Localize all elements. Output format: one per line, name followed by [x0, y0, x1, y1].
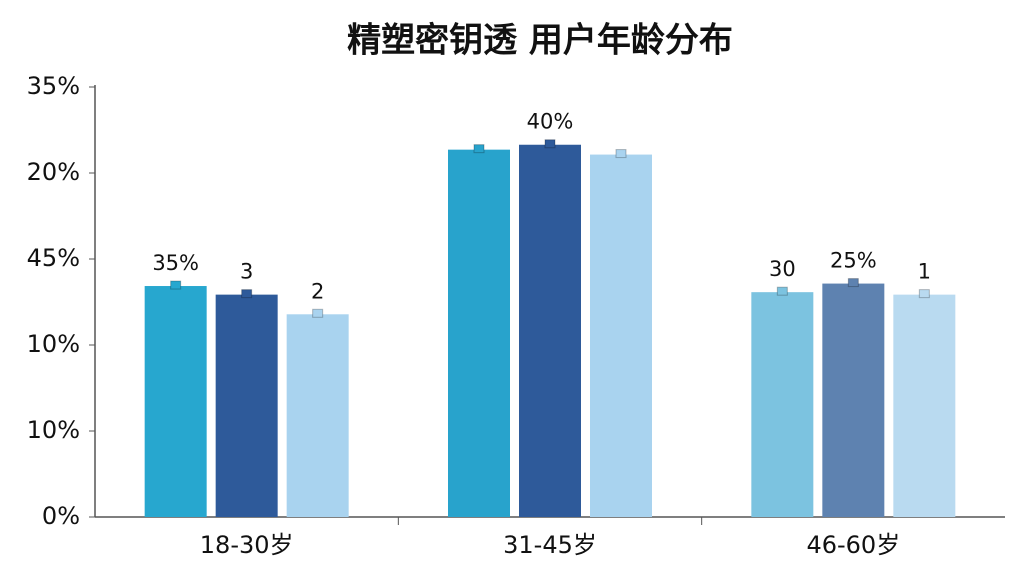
bar [144, 286, 207, 517]
bar-cap [241, 289, 253, 299]
x-tick-label: 18-30岁 [200, 531, 294, 559]
x-tick-label: 31-45岁 [503, 531, 597, 559]
bar-cap [170, 280, 182, 290]
bar-cap [544, 139, 556, 149]
y-tick-label: 20% [27, 158, 80, 186]
bar [215, 294, 278, 517]
bar-cap [847, 278, 859, 288]
data-label: 3 [240, 260, 253, 284]
data-label: 2 [311, 279, 324, 303]
y-tick-label: 10% [27, 416, 80, 444]
y-tick-label: 35% [27, 72, 80, 100]
chart-title: 精塑密钥透 用户年龄分布 [347, 21, 733, 61]
data-label: 40% [527, 110, 574, 134]
y-tick-label: 45% [27, 244, 80, 272]
bar-cap [473, 144, 485, 154]
bar-cap [918, 289, 930, 299]
bar [751, 292, 814, 517]
bar-cap [615, 149, 627, 159]
bar [822, 283, 885, 517]
bar [448, 149, 510, 517]
bar [590, 154, 652, 518]
bar-cap [312, 308, 324, 318]
bar [286, 314, 349, 517]
bar [893, 294, 956, 517]
bar [519, 144, 581, 517]
data-label: 25% [830, 249, 877, 273]
data-label: 35% [152, 251, 199, 275]
y-tick-label: 10% [27, 330, 80, 358]
bar-cap [776, 286, 788, 296]
data-label: 30 [769, 257, 796, 281]
x-tick-label: 46-60岁 [806, 531, 900, 559]
y-tick-label: 0% [42, 502, 80, 530]
data-label: 1 [918, 260, 931, 284]
